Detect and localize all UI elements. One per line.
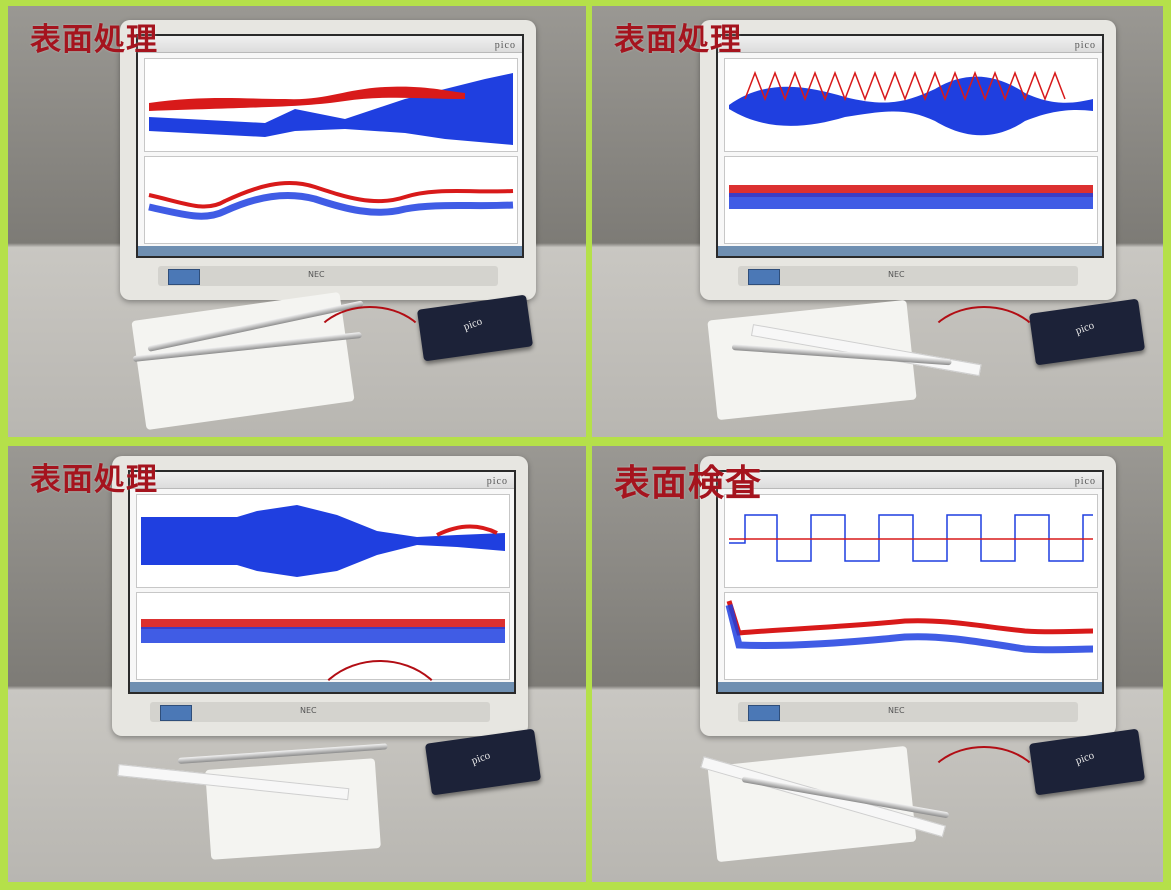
monitor-brand: NEC — [888, 270, 905, 279]
pico-oscilloscope-device: pico — [1028, 728, 1146, 796]
device-logo: pico — [1073, 319, 1096, 338]
device-logo: pico — [469, 749, 492, 768]
monitor: pico NEC — [700, 20, 1116, 300]
device-logo: pico — [1073, 749, 1096, 768]
monitor: pico NEC — [120, 20, 536, 300]
photo-panel-3: pico NEC — [8, 446, 586, 882]
toolbar — [718, 36, 1102, 53]
monitor-bezel: NEC — [158, 266, 498, 286]
brand-label: pico — [486, 476, 508, 487]
photo-panel-2: pico NEC — [592, 6, 1163, 437]
monitor: pico NEC — [700, 456, 1116, 736]
oscilloscope-screen: pico — [128, 470, 516, 694]
monitor-bezel: NEC — [738, 702, 1078, 722]
red-cable — [308, 306, 432, 400]
red-cable — [922, 746, 1046, 840]
pico-oscilloscope-device: pico — [1028, 298, 1146, 366]
panel-caption: 表面処理 — [30, 462, 158, 498]
waveform-plot-bottom — [136, 592, 510, 680]
waveform-plot-top — [724, 494, 1098, 588]
waveform-plot-bottom — [144, 156, 518, 244]
windows-sticker — [168, 269, 200, 285]
waveform-plot-top — [136, 494, 510, 588]
brand-label: pico — [1074, 476, 1096, 487]
waveform-plot-bottom — [724, 156, 1098, 244]
brand-label: pico — [494, 40, 516, 51]
toolbar — [718, 472, 1102, 489]
windows-sticker — [160, 705, 192, 721]
device-logo: pico — [461, 315, 484, 334]
toolbar — [138, 36, 522, 53]
panel-caption: 表面処理 — [30, 22, 158, 58]
waveform-plot-top — [724, 58, 1098, 152]
oscilloscope-screen: pico — [136, 34, 524, 258]
taskbar — [718, 246, 1102, 256]
waveform-plot-top — [144, 58, 518, 152]
red-cable — [308, 660, 452, 784]
taskbar — [138, 246, 522, 256]
brand-label: pico — [1074, 40, 1096, 51]
panel-caption: 表面処理 — [614, 22, 742, 58]
oscilloscope-screen: pico — [716, 34, 1104, 258]
windows-sticker — [748, 269, 780, 285]
monitor-brand: NEC — [888, 706, 905, 715]
photo-panel-4: pico NEC — [592, 446, 1163, 882]
oscilloscope-screen: pico — [716, 470, 1104, 694]
panel-caption: 表面検査 — [614, 463, 763, 504]
photo-panel-1: pico NEC — [8, 6, 586, 437]
waveform-plot-bottom — [724, 592, 1098, 680]
monitor-brand: NEC — [308, 270, 325, 279]
red-cable — [922, 306, 1046, 400]
windows-sticker — [748, 705, 780, 721]
taskbar — [718, 682, 1102, 692]
pico-oscilloscope-device: pico — [416, 294, 534, 362]
toolbar — [130, 472, 514, 489]
monitor-bezel: NEC — [738, 266, 1078, 286]
